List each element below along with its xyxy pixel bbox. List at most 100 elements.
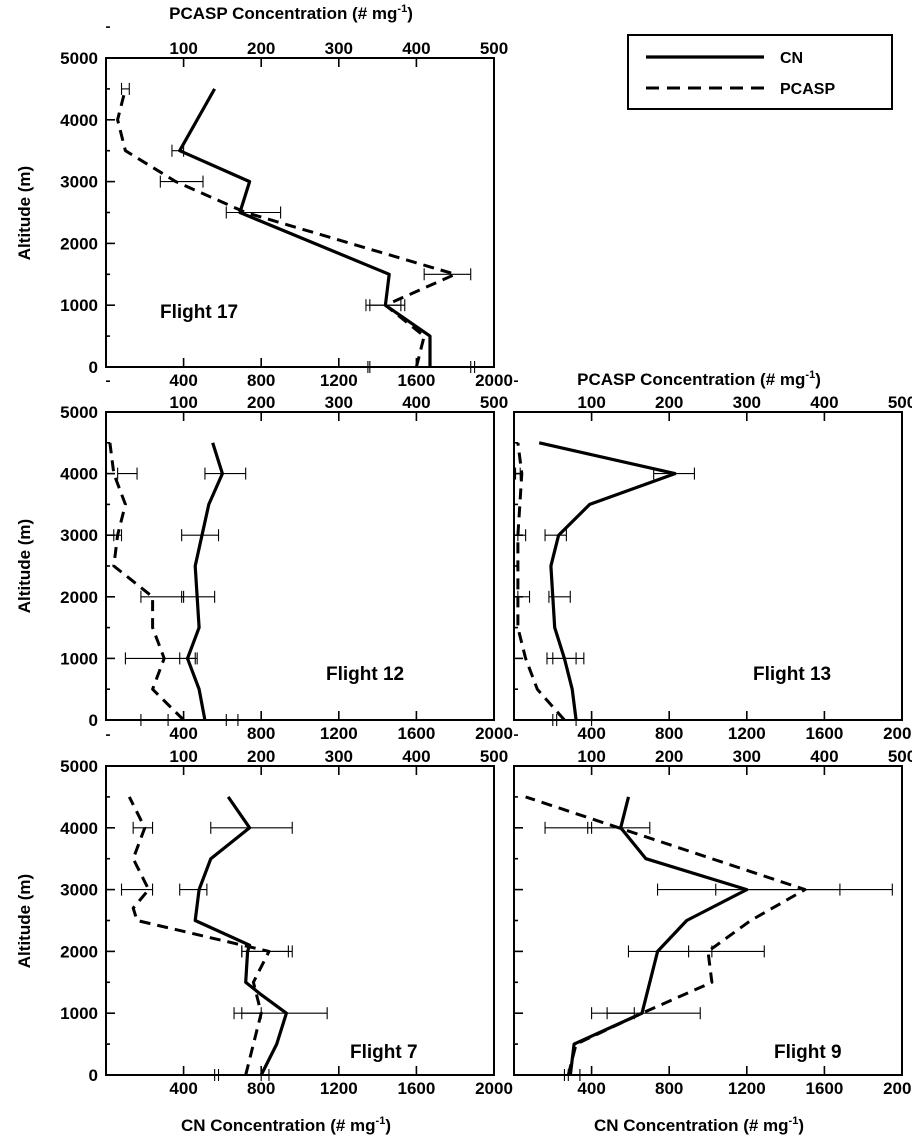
pcasp-x-tick-label: 100 <box>169 39 197 58</box>
cn-x-tick-label: 2000 <box>475 724 513 743</box>
cn-axis-title-sup: -1 <box>789 1115 799 1127</box>
pcasp-x-tick-label: 100 <box>169 747 197 766</box>
y-axis-title-middle: Altitude (m) <box>15 519 34 613</box>
pcasp-x-tick-label: 300 <box>325 393 353 412</box>
y-axis-title-bottom: Altitude (m) <box>15 874 34 968</box>
y-tick-label: 5000 <box>60 49 98 68</box>
cn-x-tick-label: 1600 <box>397 724 435 743</box>
y-tick-label: 4000 <box>60 111 98 130</box>
panel-bottom-right: 400 800 1200 1600 2000 100 200 300 400 500 Flight … <box>513 734 912 1098</box>
pcasp-series-line <box>525 795 807 1076</box>
panel-frame <box>513 411 903 721</box>
y-tick-label: 5000 <box>60 757 98 776</box>
cn-x-tick-label: 1200 <box>320 1079 358 1098</box>
y-tick-label: 4000 <box>60 465 98 484</box>
pcasp-error-bar <box>117 467 138 480</box>
pcasp-series-line <box>516 442 566 721</box>
cn-series-line <box>178 88 432 367</box>
pcasp-error-bar <box>132 821 154 834</box>
pcasp-error-bar <box>567 1069 581 1081</box>
pcasp-error-bar <box>140 714 227 726</box>
legend: CN PCASP <box>627 34 893 110</box>
pcasp-error-bar <box>217 1069 262 1081</box>
pcasp-error-bar <box>113 529 123 542</box>
pcasp-error-bar <box>120 82 130 95</box>
pcasp-error-bar <box>517 529 527 542</box>
cn-x-tick-label: 800 <box>247 724 275 743</box>
panel-frame <box>105 765 495 1076</box>
flight-label: Flight 13 <box>753 664 831 685</box>
cn-x-tick-label: 2000 <box>475 371 513 390</box>
legend-box <box>627 34 893 110</box>
pcasp-x-tick-label: 500 <box>888 393 912 412</box>
cn-x-tick-label: 400 <box>577 724 605 743</box>
cn-axis-title-text: CN Concentration (# mg <box>594 1116 789 1135</box>
cn-x-tick-label: 1600 <box>397 1079 435 1098</box>
flight-label: Flight 7 <box>350 1042 418 1063</box>
pcasp-error-bar <box>517 590 531 603</box>
y-tick-label: 2000 <box>60 234 98 253</box>
pcasp-axis-title-right: PCASP Concentration (# mg-1) <box>577 369 821 389</box>
pcasp-error-bar <box>688 945 713 958</box>
pcasp-x-tick-label: 100 <box>577 393 605 412</box>
pcasp-error-bar <box>606 1007 635 1020</box>
pcasp-error-bar <box>159 175 204 188</box>
cn-x-tick-label: 1200 <box>728 1079 766 1098</box>
cn-error-bar <box>181 529 220 542</box>
panel-top-left: 0 1000 2000 3000 4000 5000 400 800 1200 1600 2000 1… <box>60 26 513 390</box>
pcasp-error-bar <box>552 714 577 726</box>
cn-x-tick-label: 800 <box>247 1079 275 1098</box>
pcasp-x-tick-label: 500 <box>480 747 508 766</box>
cn-axis-title-sup: -1 <box>376 1115 386 1127</box>
panel-frame <box>513 765 903 1076</box>
pcasp-x-tick-label: 300 <box>733 393 761 412</box>
pcasp-x-tick-label: 400 <box>402 393 430 412</box>
cn-series-line <box>538 441 677 721</box>
pcasp-error-bar <box>544 821 593 834</box>
y-tick-label: 3000 <box>60 526 98 545</box>
cn-x-tick-label: 1600 <box>805 724 843 743</box>
y-tick-label: 2000 <box>60 942 98 961</box>
cn-axis-title-end: ) <box>385 1116 391 1135</box>
cn-x-tick-label: 400 <box>169 1079 197 1098</box>
cn-x-tick-label: 1200 <box>320 724 358 743</box>
pcasp-error-bar <box>120 883 154 896</box>
pcasp-error-bar <box>423 268 472 281</box>
pcasp-error-bar <box>225 206 282 219</box>
y-tick-label: 5000 <box>60 403 98 422</box>
pcasp-error-bar <box>369 361 472 373</box>
cn-x-tick-label: 1600 <box>805 1079 843 1098</box>
pcasp-x-tick-label: 400 <box>810 393 838 412</box>
cn-x-tick-label: 1200 <box>728 724 766 743</box>
y-axis-title-top: Altitude (m) <box>15 166 34 260</box>
pcasp-error-bar <box>124 652 196 665</box>
y-tick-label: 4000 <box>60 819 98 838</box>
cn-error-bar <box>204 467 247 480</box>
pcasp-error-bar <box>140 590 185 603</box>
panel-middle-right: 400 800 1200 1600 2000 100 200 300 400 500 Flight … <box>513 380 912 743</box>
pcasp-error-bar <box>552 652 577 665</box>
cn-x-tick-label: 1200 <box>320 371 358 390</box>
pcasp-x-tick-label: 400 <box>810 747 838 766</box>
cn-x-tick-label: 400 <box>577 1079 605 1098</box>
y-tick-label: 3000 <box>60 173 98 192</box>
pcasp-error-bar <box>715 883 841 896</box>
pcasp-x-tick-label: 300 <box>325 747 353 766</box>
cn-x-tick-label: 800 <box>655 1079 683 1098</box>
y-tick-label: 0 <box>89 358 98 377</box>
pcasp-x-tick-label: 500 <box>480 393 508 412</box>
cn-x-tick-label: 800 <box>247 371 275 390</box>
pcasp-axis-title-sup: -1 <box>805 369 815 381</box>
pcasp-error-bar <box>515 467 521 480</box>
cn-error-bar <box>210 821 293 834</box>
pcasp-axis-title-end: ) <box>815 370 821 389</box>
panel-frame <box>105 411 495 721</box>
pcasp-x-tick-label: 400 <box>402 39 430 58</box>
pcasp-x-tick-label: 200 <box>247 39 275 58</box>
pcasp-x-tick-label: 100 <box>577 747 605 766</box>
y-tick-label: 0 <box>89 711 98 730</box>
y-tick-label: 1000 <box>60 1004 98 1023</box>
legend-pcasp-label: PCASP <box>780 81 835 98</box>
pcasp-axis-title-end: ) <box>407 4 413 23</box>
pcasp-x-tick-label: 200 <box>655 747 683 766</box>
